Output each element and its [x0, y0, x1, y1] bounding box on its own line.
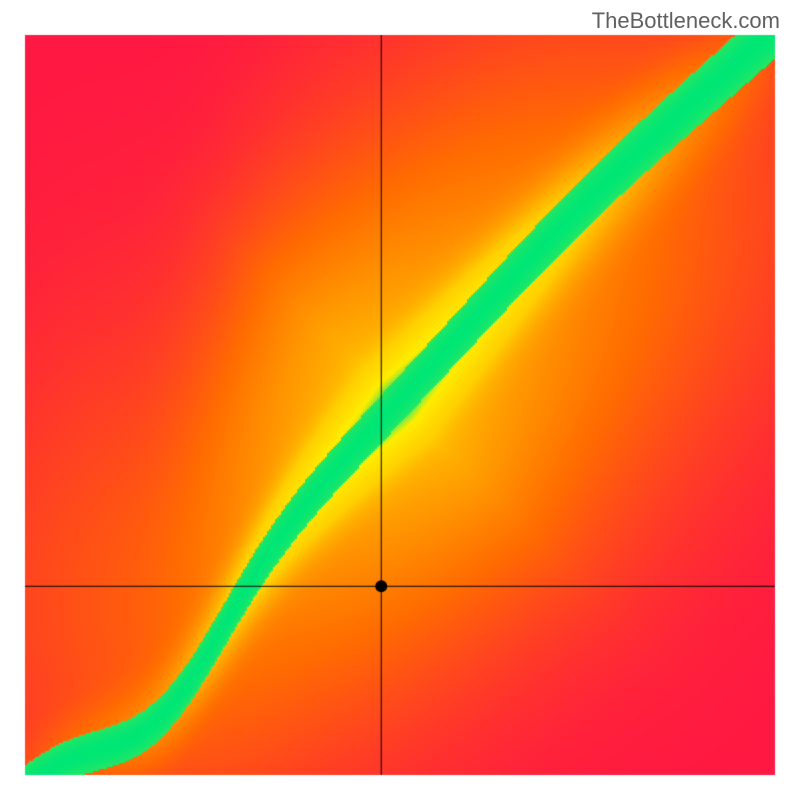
watermark-text: TheBottleneck.com	[592, 8, 780, 34]
bottleneck-heatmap-container: TheBottleneck.com	[0, 0, 800, 800]
heatmap-canvas	[0, 0, 800, 800]
